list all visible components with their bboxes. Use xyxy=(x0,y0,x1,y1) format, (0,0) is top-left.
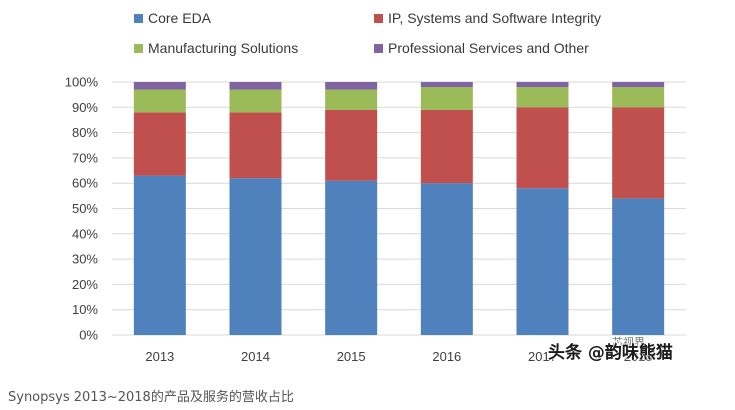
legend-label-1: Core EDA xyxy=(148,10,212,26)
legend-swatch-4 xyxy=(374,44,383,53)
bar-segment-2017-series-4 xyxy=(516,82,569,88)
bar-segment-2018-series-2 xyxy=(612,107,665,199)
bar-segment-2013-series-4 xyxy=(133,82,186,90)
y-tick-label: 20% xyxy=(72,277,98,292)
legend-swatch-3 xyxy=(134,44,143,53)
bar-segment-2014-series-1 xyxy=(229,178,282,335)
bar-segment-2016-series-4 xyxy=(420,82,473,88)
bar-segment-2015-series-3 xyxy=(325,89,378,110)
bar-segment-2015-series-4 xyxy=(325,82,378,90)
y-tick-label: 50% xyxy=(72,201,98,216)
chart-bars xyxy=(133,82,665,335)
x-tick-label: 2016 xyxy=(432,349,461,364)
figure-caption: Synopsys 2013~2018的产品及服务的营收占比 xyxy=(8,390,294,405)
bar-segment-2015-series-1 xyxy=(325,180,378,335)
watermark-text: 头条 @韵味熊猫 xyxy=(548,343,673,363)
y-tick-label: 0% xyxy=(79,328,98,343)
bar-segment-2018-series-3 xyxy=(612,87,665,108)
bar-segment-2016-series-1 xyxy=(420,183,473,335)
bar-segment-2018-series-4 xyxy=(612,82,665,88)
bar-segment-2016-series-3 xyxy=(420,87,473,110)
bar-segment-2014-series-3 xyxy=(229,89,282,113)
x-tick-label: 2014 xyxy=(241,349,270,364)
legend-swatch-2 xyxy=(374,14,383,23)
y-axis-ticks: 0% 10% 20% 30% 40% 50% 60% 70% 80% 90% 100% xyxy=(65,75,99,343)
y-tick-label: 90% xyxy=(72,100,98,115)
chart-gridlines xyxy=(112,81,686,336)
x-tick-label: 2015 xyxy=(337,349,366,364)
chart-legend: Core EDA IP, Systems and Software Integri… xyxy=(134,10,601,56)
y-tick-label: 70% xyxy=(72,150,98,165)
legend-label-2: IP, Systems and Software Integrity xyxy=(388,10,601,26)
x-tick-label: 2017 xyxy=(528,349,557,364)
y-tick-label: 30% xyxy=(72,252,98,267)
y-tick-label: 10% xyxy=(72,302,98,317)
bar-segment-2016-series-2 xyxy=(420,109,473,184)
bar-segment-2018-series-1 xyxy=(612,198,665,335)
bar-segment-2015-series-2 xyxy=(325,109,378,181)
bar-segment-2017-series-1 xyxy=(516,188,569,335)
bar-segment-2014-series-4 xyxy=(229,82,282,90)
legend-label-4: Professional Services and Other xyxy=(388,40,589,56)
x-tick-label: 2013 xyxy=(145,349,174,364)
y-tick-label: 40% xyxy=(72,226,98,241)
bar-segment-2014-series-2 xyxy=(229,112,282,179)
bar-segment-2017-series-3 xyxy=(516,87,569,108)
legend-swatch-1 xyxy=(134,14,143,23)
bar-segment-2013-series-3 xyxy=(133,89,186,113)
y-tick-label: 100% xyxy=(65,75,99,90)
watermark-subtitle: 芯视界 xyxy=(612,336,645,349)
stacked-bar-chart: Core EDA IP, Systems and Software Integri… xyxy=(65,10,686,364)
y-tick-label: 80% xyxy=(72,125,98,140)
bar-segment-2013-series-1 xyxy=(133,175,186,335)
bar-segment-2013-series-2 xyxy=(133,112,186,176)
y-tick-label: 60% xyxy=(72,176,98,191)
x-tick-label: 2018 xyxy=(624,349,653,364)
x-axis-ticks: 2013 2014 2015 2016 2017 2018 xyxy=(145,349,652,364)
legend-label-3: Manufacturing Solutions xyxy=(148,40,298,56)
bar-segment-2017-series-2 xyxy=(516,107,569,189)
